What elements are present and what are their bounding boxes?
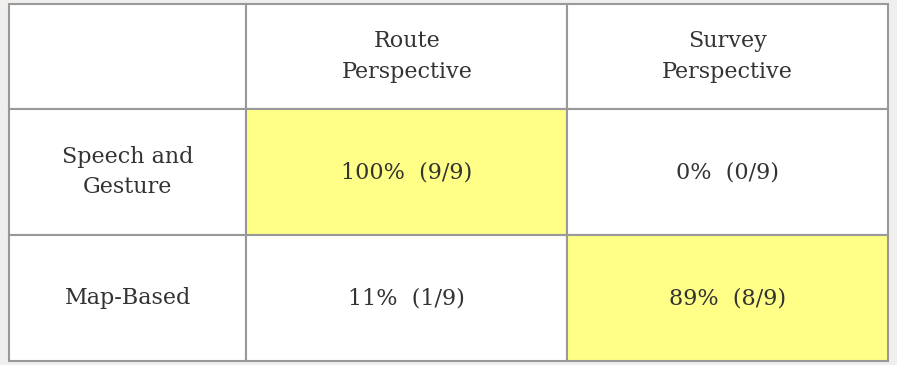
Bar <box>567 109 888 235</box>
Text: Speech and
Gesture: Speech and Gesture <box>62 146 194 198</box>
Text: 100%  (9/9): 100% (9/9) <box>341 161 473 183</box>
Bar <box>567 4 888 109</box>
Text: Survey
Perspective: Survey Perspective <box>662 30 793 82</box>
Bar <box>247 235 567 361</box>
Bar <box>247 109 567 235</box>
Bar <box>9 109 247 235</box>
Text: Map-Based: Map-Based <box>65 287 191 309</box>
Bar <box>9 235 247 361</box>
Text: 0%  (0/9): 0% (0/9) <box>676 161 779 183</box>
Bar <box>9 4 247 109</box>
Text: 11%  (1/9): 11% (1/9) <box>348 287 466 309</box>
Text: Route
Perspective: Route Perspective <box>341 30 472 82</box>
Bar <box>247 4 567 109</box>
Bar <box>567 235 888 361</box>
Text: 89%  (8/9): 89% (8/9) <box>669 287 786 309</box>
